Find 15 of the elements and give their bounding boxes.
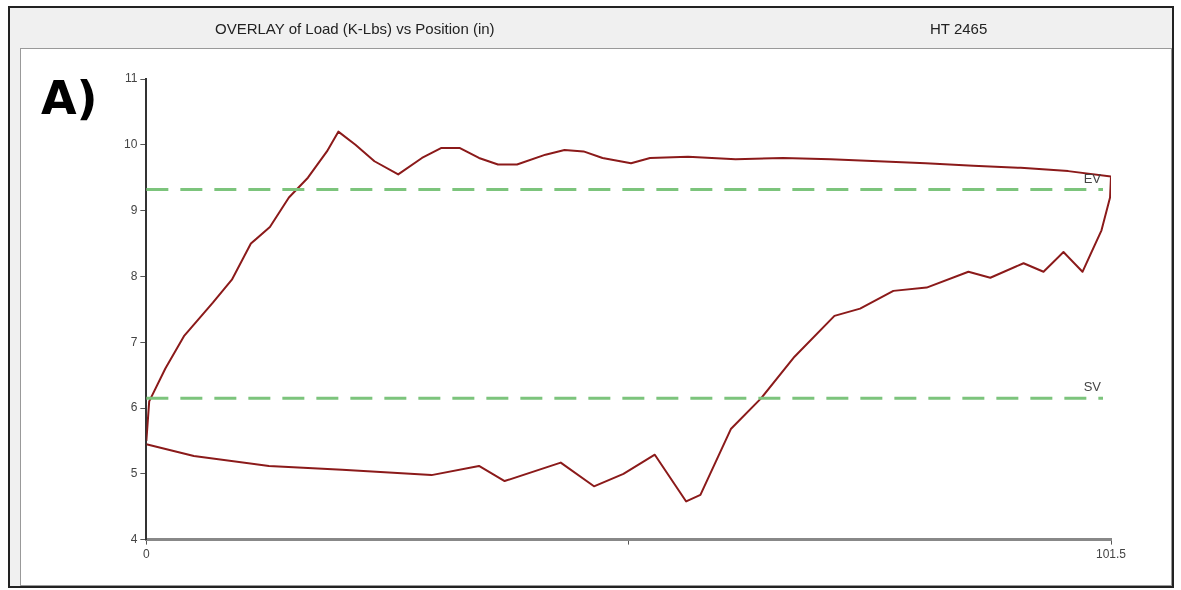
x-tick-label: 0 (143, 547, 150, 562)
ref-line-label: SV (1083, 379, 1102, 395)
chart-subtitle: HT 2465 (930, 20, 988, 37)
y-tick-label: 11 (124, 71, 138, 86)
y-tick-label: 6 (130, 400, 138, 415)
y-tick-label: 4 (130, 531, 138, 546)
x-tick-label: 101.5 (1095, 547, 1127, 562)
y-tick-label: 5 (130, 466, 138, 481)
y-tick-label: 7 (130, 334, 138, 349)
y-tick-label: 10 (123, 137, 138, 152)
text: A) (41, 70, 98, 125)
y-tick-label: 8 (130, 268, 138, 283)
ref-line-label: EV (1083, 170, 1102, 186)
chart-title: OVERLAY of Load (K-Lbs) vs Position (in) (215, 20, 495, 37)
y-tick-label: 9 (130, 202, 138, 217)
